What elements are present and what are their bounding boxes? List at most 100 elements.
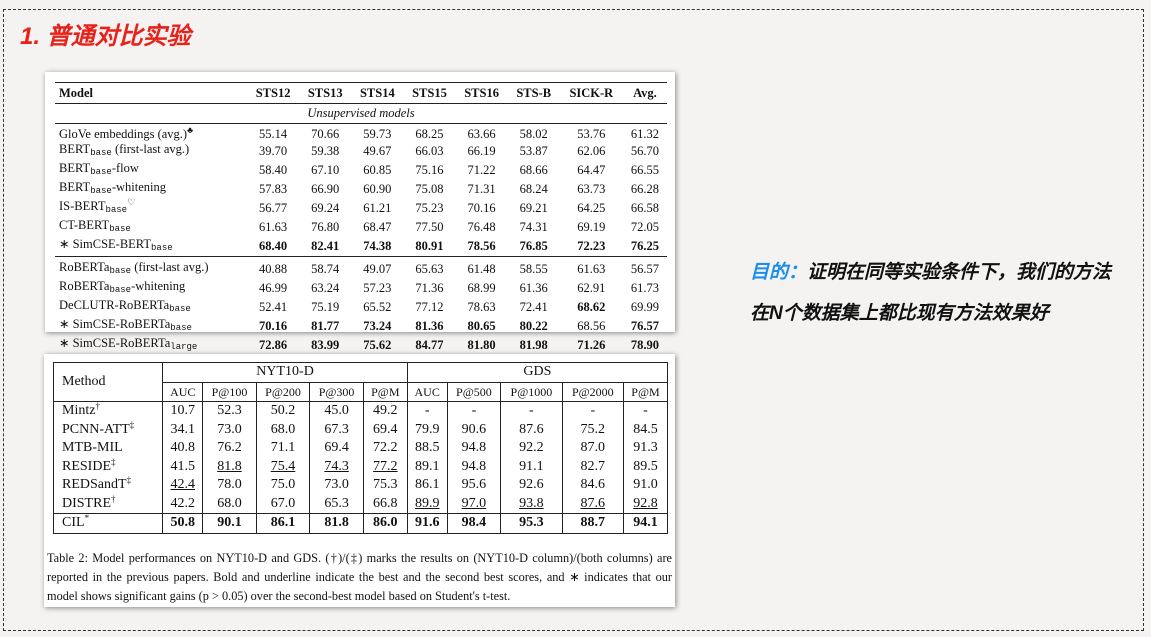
model-name: BERT bbox=[59, 142, 91, 156]
group-header: NYT10-D bbox=[162, 362, 408, 383]
model-name: RESIDE bbox=[62, 458, 111, 474]
value-cell: 59.73 bbox=[363, 127, 392, 141]
header-cell: STS12 bbox=[247, 82, 300, 104]
value-cell: 10.7 bbox=[162, 401, 204, 421]
value-cell: 84.77 bbox=[403, 336, 456, 356]
value-cell: 49.67 bbox=[363, 144, 392, 158]
value-cell: 68.99 bbox=[467, 281, 496, 295]
value-cell: 76.2 bbox=[202, 439, 257, 458]
value-cell: 66.19 bbox=[467, 144, 496, 158]
value-cell: 42.2 bbox=[162, 494, 204, 514]
value-cell: 56.57 bbox=[622, 256, 667, 279]
value-text: 76.57 bbox=[630, 319, 659, 333]
model-superscript: ♣ bbox=[187, 125, 194, 135]
model-superscript: ‡ bbox=[129, 419, 135, 430]
model-cell: BERTbase-whitening bbox=[55, 180, 247, 199]
value-cell: 73.0 bbox=[202, 420, 257, 439]
model-subscript: base bbox=[109, 224, 131, 234]
value-cell: 92.2 bbox=[500, 439, 563, 458]
value-cell: 94.8 bbox=[446, 439, 502, 458]
value-cell: 80.91 bbox=[403, 237, 455, 257]
value-text: 75.62 bbox=[363, 338, 392, 352]
group-header: GDS bbox=[406, 362, 669, 383]
value-text: 76.85 bbox=[519, 239, 548, 253]
value-cell: 70.66 bbox=[311, 127, 340, 141]
value-cell: 95.6 bbox=[446, 476, 502, 495]
model-subscript: base bbox=[109, 266, 132, 276]
value-cell: 82.41 bbox=[299, 237, 351, 257]
value-cell: 94.1 bbox=[623, 513, 668, 534]
model-cell: RESIDE‡ bbox=[52, 457, 164, 476]
dashed-frame bbox=[3, 9, 1144, 631]
subheader-cell: P@200 bbox=[255, 381, 311, 402]
header-cell: STS13 bbox=[299, 82, 352, 104]
model-cell: CIL* bbox=[52, 513, 164, 534]
value-cell: 61.21 bbox=[363, 201, 392, 215]
value-cell: 63.73 bbox=[577, 182, 606, 196]
model-name: RoBERTa bbox=[59, 260, 110, 274]
value-cell: 90.1 bbox=[202, 513, 257, 534]
model-suffix: (first-last avg.) bbox=[131, 260, 209, 274]
model-name: IS-BERT bbox=[59, 199, 106, 213]
model-cell: DeCLUTR-RoBERTabase bbox=[55, 298, 247, 317]
value-text: 68.62 bbox=[577, 300, 606, 314]
value-text: 81.8 bbox=[324, 515, 349, 531]
value-text: 73.24 bbox=[363, 319, 392, 333]
value-cell: 91.1 bbox=[500, 457, 563, 476]
value-text: 94.1 bbox=[633, 515, 658, 531]
value-cell: 58.55 bbox=[507, 256, 560, 279]
value-cell: 61.63 bbox=[259, 220, 288, 234]
value-text: 83.99 bbox=[311, 338, 340, 352]
header-cell: Model bbox=[55, 82, 248, 104]
value-cell: 69.21 bbox=[519, 201, 548, 215]
value-cell: 89.5 bbox=[623, 457, 668, 476]
value-cell: 72.41 bbox=[519, 300, 548, 314]
value-cell: 76.25 bbox=[623, 237, 667, 257]
value-text: 70.16 bbox=[259, 319, 288, 333]
model-cell: GloVe embeddings (avg.)♣ bbox=[55, 124, 247, 143]
value-text: 81.98 bbox=[519, 338, 548, 352]
data-row: RoBERTabase-whitening 46.99 63.24 57.23 71.3… bbox=[55, 279, 667, 298]
data-row: PCNN-ATT‡ 34.1 73.0 68.0 67.3 69.4 79.9 90.6 87.… bbox=[52, 419, 668, 439]
model-subscript: base bbox=[170, 323, 192, 333]
value-cell: 46.99 bbox=[259, 281, 288, 295]
value-cell: 62.91 bbox=[577, 281, 606, 295]
model-superscript: † bbox=[95, 401, 100, 412]
value-cell: 50.8 bbox=[162, 513, 204, 534]
value-text: 71.26 bbox=[577, 338, 606, 352]
value-cell: 41.5 bbox=[162, 457, 204, 476]
value-cell: 68.24 bbox=[519, 182, 548, 196]
section-label: Unsupervised models bbox=[55, 103, 667, 124]
value-cell: 92.8 bbox=[623, 494, 668, 514]
subheader-cell: P@M bbox=[623, 381, 668, 402]
value-text: 95.3 bbox=[519, 515, 544, 531]
value-cell: 61.32 bbox=[630, 127, 659, 141]
value-cell: 87.6 bbox=[561, 494, 625, 514]
value-cell: 81.8 bbox=[202, 457, 257, 476]
model-suffix: (first-last avg.) bbox=[111, 142, 190, 156]
value-cell: 65.52 bbox=[363, 300, 392, 314]
data-row: BERTbase-flow 58.40 67.10 60.85 75.16 71.22 68… bbox=[55, 161, 667, 180]
value-cell: 84.6 bbox=[561, 476, 625, 495]
value-cell: 92.6 bbox=[500, 476, 563, 495]
model-name: PCNN-ATT bbox=[62, 421, 130, 437]
value-cell: 89.9 bbox=[406, 494, 448, 514]
data-row: DeCLUTR-RoBERTabase 52.41 75.19 65.52 77.12 7… bbox=[55, 298, 667, 317]
value-cell: 58.40 bbox=[259, 163, 288, 177]
model-suffix: -whitening bbox=[131, 279, 186, 293]
value-cell: 81.80 bbox=[455, 336, 508, 356]
model-cell: REDSandT‡ bbox=[52, 476, 164, 495]
header-cell: STS16 bbox=[455, 82, 508, 104]
data-row: BERTbase (first-last avg.) 39.70 59.38 49.6… bbox=[55, 142, 667, 161]
model-name: MTB-MIL bbox=[62, 440, 123, 456]
header-cell: STS-B bbox=[507, 82, 560, 104]
value-cell: 75.19 bbox=[311, 300, 340, 314]
value-cell: 65.3 bbox=[309, 494, 364, 514]
section-row: Unsupervised models bbox=[55, 103, 667, 124]
value-cell: - bbox=[406, 401, 448, 421]
value-cell: 76.57 bbox=[623, 317, 667, 336]
value-cell: 70.16 bbox=[247, 317, 299, 336]
model-subscript: base bbox=[105, 205, 128, 215]
model-name: ∗ SimCSE-RoBERTa bbox=[59, 317, 171, 331]
value-cell: 61.36 bbox=[519, 281, 548, 295]
